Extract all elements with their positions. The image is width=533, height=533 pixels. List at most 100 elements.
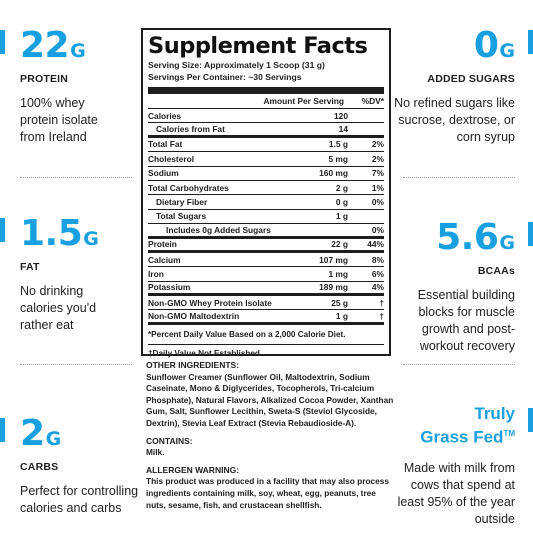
stat-label: FAT (20, 261, 40, 273)
stat-unit: G (83, 228, 99, 250)
nutrient-name: Total Sugars (156, 211, 207, 222)
nutrient-name: Total Fat (148, 139, 183, 150)
stat-description: Perfect for controlling calories and car… (20, 484, 139, 515)
facts-row: Calories from Fat 14 (148, 123, 384, 138)
grass-fed-text: Grass Fed (420, 427, 504, 447)
nutrient-dv: 1% (371, 182, 384, 193)
stat-bcaas: 5.6 G BCAAs Essential building blocks fo… (387, 220, 515, 355)
stat-protein: 22 G PROTEIN 100% whey protein isolate f… (20, 28, 138, 146)
facts-row: Iron 1 mg 6% (148, 267, 384, 282)
nutrient-dv: † (379, 297, 384, 308)
other-ingredients-text: Sunflower Creamer (Sunflower Oil, Maltod… (146, 371, 394, 428)
stat-value: 2 (20, 413, 45, 454)
nutrient-name: Non-GMO Whey Protein Isolate (148, 297, 272, 308)
stat-description: No refined sugars like sucrose, dextrose… (394, 96, 515, 144)
facts-rows: Amount Per Serving %DV* Calories 120 Calo… (148, 94, 384, 325)
dv-header: %DV* (361, 96, 384, 106)
nutrient-dv: 7% (371, 168, 384, 179)
nutrient-dv: 6% (371, 268, 384, 279)
stat-fat: 1.5 G FAT No drinking calories you'd rat… (20, 216, 138, 334)
nutrient-amount: 189 mg (319, 282, 348, 293)
divider (20, 177, 132, 178)
nutrient-amount: 160 mg (319, 168, 348, 179)
facts-row: Potassium 189 mg 4% (148, 282, 384, 297)
nutrient-dv: 4% (371, 282, 384, 293)
accent-bar-added-sugars (528, 30, 533, 54)
panel-title: Supplement Facts (148, 33, 368, 59)
facts-header: Amount Per Serving %DV* (148, 94, 384, 109)
stat-description: 100% whey protein isolate from Ireland (20, 96, 98, 144)
stat-description: Made with milk from cows that spend at l… (397, 460, 515, 526)
stat-unit: G (499, 40, 515, 62)
stat-label: PROTEIN (20, 73, 69, 85)
nutrient-name: Protein (148, 239, 177, 250)
thick-rule (148, 87, 384, 94)
trademark-mark: TM (503, 429, 515, 438)
stat-label: CARBS (20, 461, 59, 473)
stat-unit: G (499, 232, 515, 254)
allergen-heading: ALLERGEN WARNING: (146, 464, 240, 475)
nutrient-amount: 120 (334, 110, 348, 121)
footnote-daily-value: *Percent Daily Value Based on a 2,000 Ca… (148, 329, 346, 339)
stat-description: Essential building blocks for muscle gro… (417, 288, 515, 353)
accent-bar-protein (0, 30, 5, 54)
accent-bar-bcaas (528, 222, 533, 246)
facts-row: Calories 120 (148, 109, 384, 124)
nutrient-name: Dietary Fiber (156, 197, 208, 208)
facts-row: Dietary Fiber 0 g 0% (148, 195, 384, 210)
nutrient-name: Sodium (148, 168, 179, 179)
nutrient-dv: 2% (371, 153, 384, 164)
facts-row: Cholesterol 5 mg 2% (148, 152, 384, 167)
nutrient-amount: 0 g (335, 197, 348, 208)
nutrient-dv: 0% (371, 197, 384, 208)
serving-size: Serving Size: Approximately 1 Scoop (31 … (148, 60, 325, 70)
stat-value: 5.6 (436, 217, 499, 258)
facts-row: Protein 22 g 44% (148, 239, 384, 253)
nutrient-name: Iron (148, 268, 164, 279)
facts-row: Non-GMO Whey Protein Isolate 25 g † (148, 296, 384, 311)
nutrient-dv: 8% (371, 254, 384, 265)
other-ingredients-heading: OTHER INGREDIENTS: (146, 360, 240, 370)
stat-added-sugars: 0 G ADDED SUGARS No refined sugars like … (387, 28, 515, 146)
divider (403, 177, 515, 178)
nutrient-amount: 2 g (335, 182, 348, 193)
nutrient-dv: 0% (371, 224, 384, 235)
stat-label: BCAAs (477, 265, 515, 277)
stat-value: 0 (473, 25, 499, 66)
stat-value: 1.5 (20, 213, 83, 254)
stat-unit: G (45, 428, 62, 450)
contains-text: Milk. (146, 447, 165, 458)
facts-row: Total Sugars 1 g (148, 210, 384, 225)
nutrient-name: Calcium (148, 254, 181, 265)
nutrient-amount: 22 g (331, 239, 348, 250)
ingredients-section: OTHER INGREDIENTS: Sunflower Creamer (Su… (146, 360, 394, 511)
nutrient-amount: 1 g (335, 211, 348, 222)
nutrient-dv: 44% (367, 239, 384, 250)
nutrient-amount: 1.5 g (328, 139, 348, 150)
contains-heading: CONTAINS: (146, 435, 193, 446)
accent-bar-fat (0, 218, 5, 242)
nutrient-name: Potassium (148, 282, 191, 293)
stat-description: No drinking calories you'd rather eat (20, 284, 97, 332)
stat-carbs: 2 G CARBS Perfect for controlling calori… (20, 416, 138, 517)
nutrient-name: Cholesterol (148, 153, 195, 164)
stat-label: ADDED SUGARS (427, 73, 515, 85)
facts-row: Non-GMO Maltodextrin 1 g † (148, 310, 384, 325)
accent-bar-carbs (0, 418, 5, 442)
nutrient-name: Includes 0g Added Sugars (166, 224, 271, 235)
nutrient-amount: 25 g (331, 297, 348, 308)
nutrient-amount: 1 mg (328, 268, 348, 279)
stat-grass-fed: Truly Grass FedTM Made with milk from co… (387, 404, 515, 528)
nutrient-name: Calories from Fat (156, 124, 225, 135)
nutrient-amount: 107 mg (319, 254, 348, 265)
facts-row: Calcium 107 mg 8% (148, 253, 384, 268)
nutrient-amount: 1 g (335, 311, 348, 322)
supplement-facts-panel: Supplement Facts Serving Size: Approxima… (141, 28, 391, 358)
facts-row: Total Fat 1.5 g 2% (148, 138, 384, 153)
nutrient-name: Calories (148, 110, 182, 121)
nutrient-dv: 2% (371, 139, 384, 150)
grass-fed-line2: Grass FedTM (387, 424, 515, 448)
facts-row: Sodium 160 mg 7% (148, 167, 384, 181)
accent-bar-grass-fed (528, 408, 533, 432)
stat-unit: G (70, 40, 86, 62)
